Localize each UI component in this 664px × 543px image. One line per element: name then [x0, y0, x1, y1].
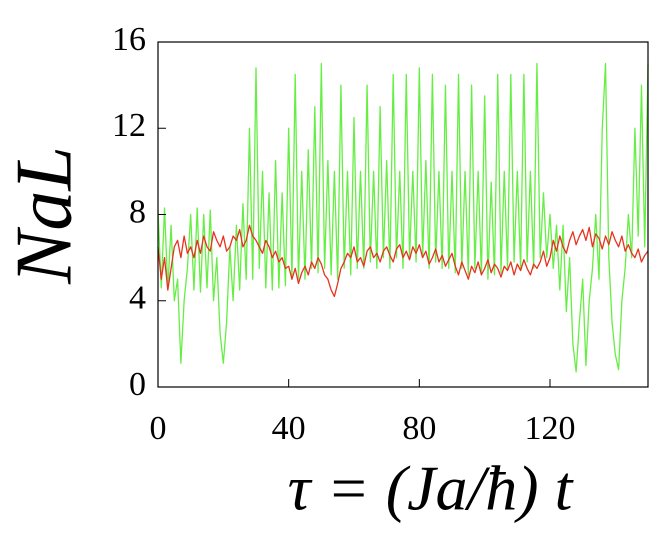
x-tick-label: 120 [525, 410, 576, 447]
y-tick-label: 8 [129, 193, 146, 230]
y-tick-label: 4 [129, 280, 146, 317]
x-axis-label: τ = (Ja/ħ) t [288, 453, 575, 524]
x-tick-label: 80 [402, 410, 436, 447]
y-tick-label: 12 [112, 107, 146, 144]
series-line [157, 224, 649, 298]
y-axis-label: NaL [0, 146, 88, 285]
x-tick-label: 0 [150, 410, 167, 447]
y-tick-label: 16 [112, 21, 146, 58]
y-tick-label: 0 [129, 366, 146, 403]
series-line [157, 62, 649, 373]
plot-frame [157, 41, 649, 388]
x-tick-label: 40 [272, 410, 306, 447]
